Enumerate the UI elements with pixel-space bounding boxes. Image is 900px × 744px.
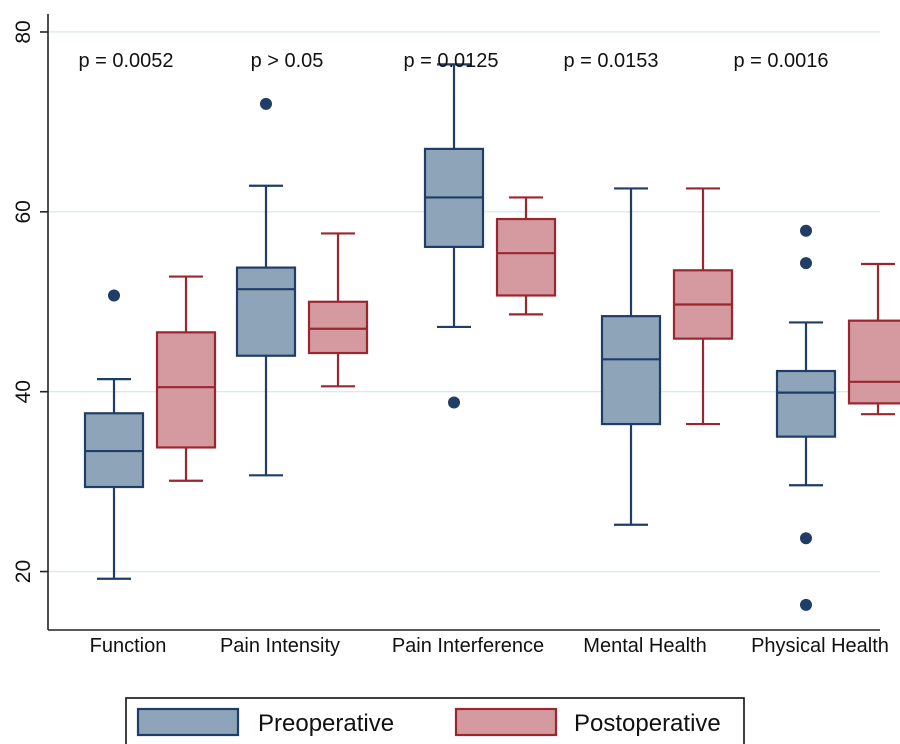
outlier-point (108, 289, 120, 302)
boxes (83, 63, 900, 611)
iqr-box (495, 217, 557, 297)
outlier-point (800, 224, 812, 237)
p-value-label: p = 0.0153 (563, 50, 658, 72)
iqr-box (600, 315, 662, 426)
box-preoperative-0 (83, 289, 145, 580)
iqr-box (847, 319, 900, 405)
p-value-label: p = 0.0125 (403, 50, 498, 72)
iqr-box (775, 369, 837, 438)
box-preoperative-2 (423, 63, 485, 409)
x-tick-label: Pain Intensity (220, 635, 340, 657)
y-tick-label: 40 (12, 380, 35, 403)
box-preoperative-4 (775, 224, 837, 611)
iqr-box (235, 266, 297, 357)
x-tick-label: Mental Health (583, 635, 706, 657)
box-preoperative-3 (600, 187, 662, 526)
box-postoperative-4 (847, 262, 900, 416)
legend: Preoperative Postoperative (125, 697, 745, 744)
box-postoperative-2 (495, 196, 557, 316)
p-value-label: p = 0.0052 (78, 50, 173, 72)
box-postoperative-0 (155, 275, 217, 482)
p-value-label: p = 0.0016 (733, 50, 828, 72)
outlier-point (800, 257, 812, 270)
x-tick-label: Function (90, 635, 167, 657)
y-tick-label: 20 (12, 560, 35, 583)
box-postoperative-1 (307, 232, 369, 388)
y-tick-label: 80 (12, 20, 35, 43)
iqr-box (155, 331, 217, 449)
legend-swatch-preoperative (136, 707, 240, 737)
box-postoperative-3 (672, 187, 734, 426)
y-tick-label: 60 (12, 200, 35, 223)
legend-label: Preoperative (258, 710, 394, 737)
x-tick-label: Physical Health (751, 635, 889, 657)
outlier-point (260, 97, 272, 110)
x-tick-label: Pain Interference (392, 635, 544, 657)
legend-label: Postoperative (574, 710, 721, 737)
outlier-point (800, 532, 812, 545)
iqr-box (307, 300, 369, 355)
outlier-point (448, 396, 460, 409)
legend-swatch-postoperative (454, 707, 558, 737)
box-preoperative-1 (235, 97, 297, 477)
gridlines (48, 31, 880, 573)
outlier-point (800, 598, 812, 611)
p-value-label: p > 0.05 (251, 50, 324, 72)
axes: 20 40 60 80 Function Pain Intensity Pain Inter… (12, 14, 889, 657)
p-value-annotations: p = 0.0052 p > 0.05 p = 0.0125 p = 0.0153 p … (78, 50, 828, 72)
